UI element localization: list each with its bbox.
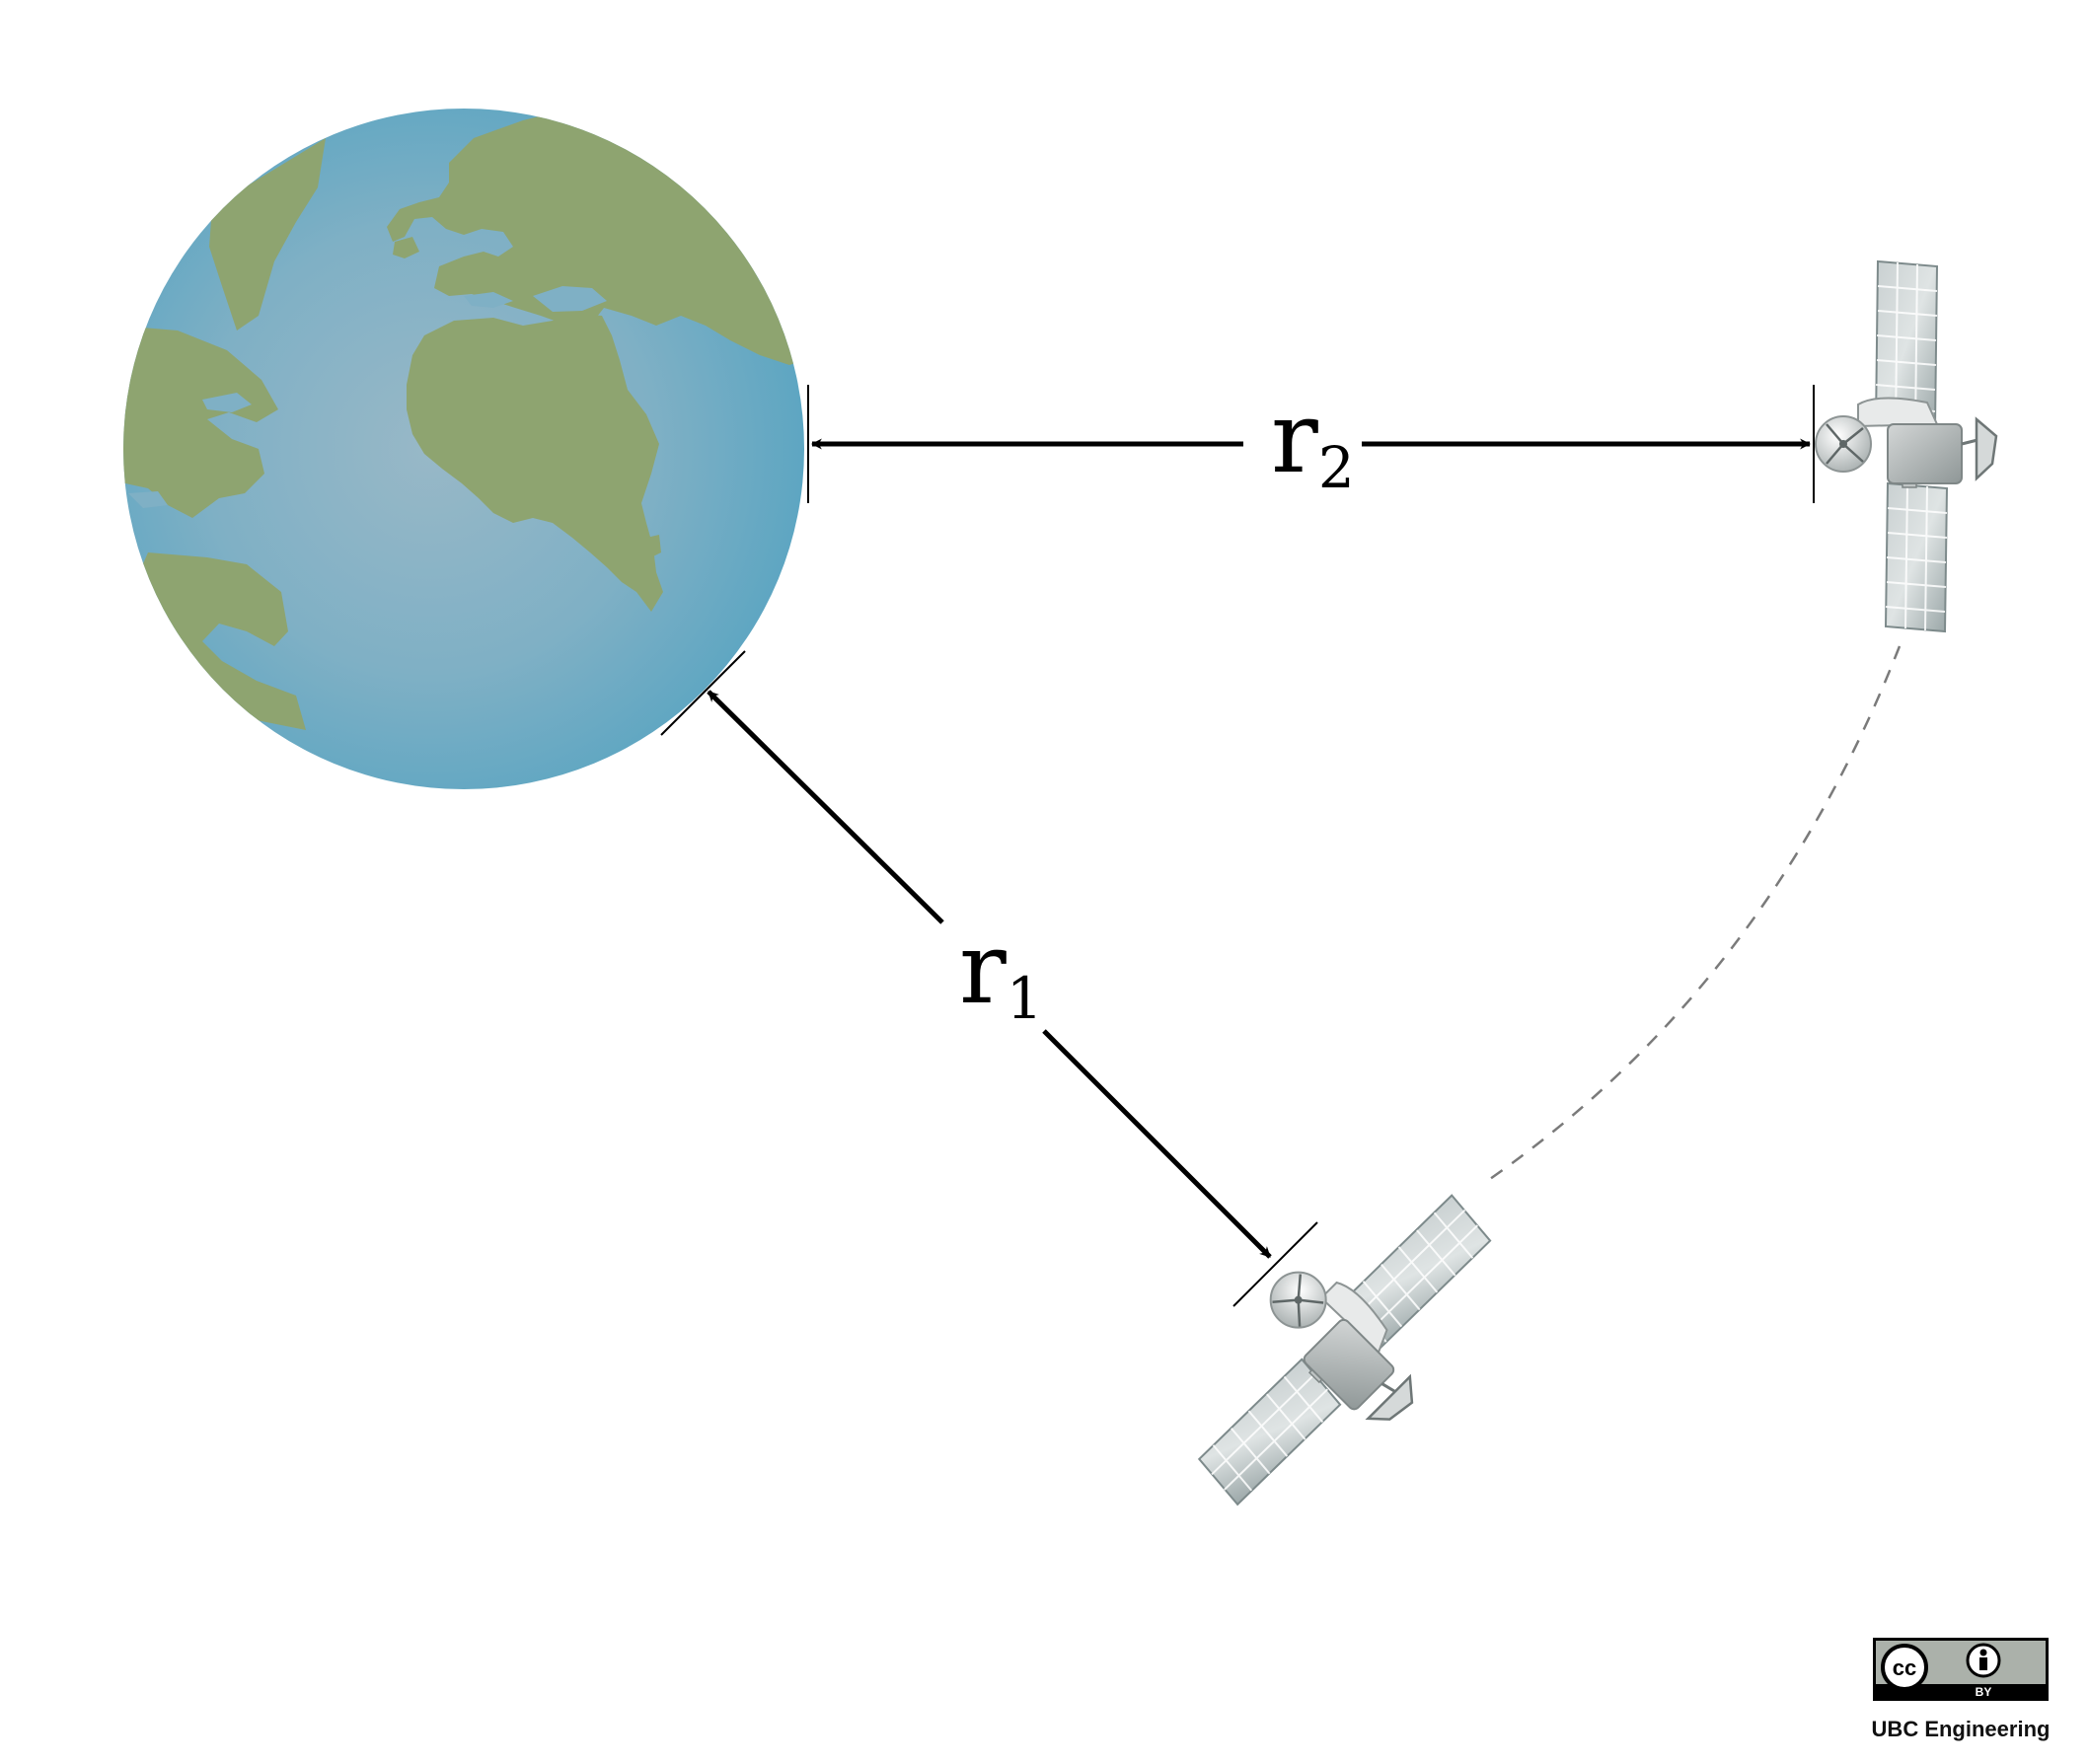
r1-label: r1 (959, 911, 1043, 1032)
r2-label: r2 (1271, 380, 1355, 501)
satellite-icon (1814, 259, 1998, 633)
by-text: BY (1976, 1685, 1992, 1699)
cc-icon: cc (1881, 1644, 1928, 1691)
orbit-path (1489, 645, 1902, 1181)
r1-arrow-down (1042, 1029, 1272, 1259)
satellite-icon (1145, 1149, 1537, 1543)
earth-icon (123, 109, 804, 789)
svg-text:cc: cc (1893, 1655, 1916, 1680)
license-badge: cc BY UBC Engineering (1872, 1638, 2051, 1741)
r2-dimension: r2 (807, 380, 1815, 503)
by-person-icon (1966, 1643, 2001, 1678)
r1-dimension: r1 (660, 650, 1318, 1307)
r1-arrow-up (707, 690, 944, 924)
credit-text: UBC Engineering (1872, 1717, 2051, 1741)
